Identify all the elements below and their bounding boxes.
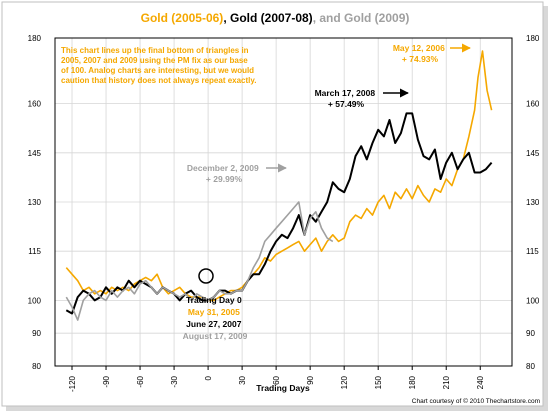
y-tick-labels-left: 80 90 100 115 130 145 160 180 — [28, 34, 42, 371]
y-tick-label-right: 115 — [526, 247, 539, 256]
annotation-gold2009: December 2, 2009 + 29.99% — [187, 163, 261, 184]
y-tick-label-left: 180 — [28, 34, 42, 43]
frame — [1, 1, 544, 407]
annotation-gold2007-date: March 17, 2008 — [315, 88, 376, 98]
annotation-gold2005-gain: + 74.93% — [402, 54, 439, 64]
series-line-3 — [65, 201, 334, 321]
y-tick-label-left: 130 — [28, 198, 42, 207]
x-tick-label: 60 — [272, 375, 281, 384]
x-tick-label: 240 — [476, 375, 485, 389]
title-part-3: , and Gold (2009) — [313, 11, 410, 25]
x-tick-label: -120 — [68, 375, 77, 392]
x-tick-label: -90 — [102, 375, 111, 387]
annotation-gold2009-gain: + 29.99% — [206, 174, 243, 184]
title-part-2: Gold (2007-08) — [230, 11, 313, 25]
series-line-2 — [65, 112, 493, 315]
y-tick-label-right: 130 — [526, 198, 540, 207]
y-tick-label-left: 90 — [32, 329, 41, 338]
x-tick-label: 150 — [374, 375, 383, 389]
plot-border — [54, 37, 513, 367]
y-tick-label-left: 100 — [28, 296, 42, 305]
trading-day-0-date-2007: June 27, 2007 — [186, 319, 242, 329]
y-tick-labels-right: 80 90 100 115 130 145 160 180 — [526, 34, 540, 371]
series-lines — [65, 50, 493, 321]
annotation-gold2005-date: May 12, 2006 — [393, 43, 445, 53]
x-tick-label: 90 — [306, 375, 315, 384]
trading-day-zero-circle — [198, 268, 214, 284]
annotation-gold2007: March 17, 2008 + 57.49% — [315, 88, 378, 109]
note-line-2: 2005, 2007 and 2009 using the PM fix as … — [61, 56, 248, 65]
y-tick-label-right: 180 — [526, 34, 540, 43]
trading-day-0-date-2009: August 17, 2009 — [183, 331, 248, 341]
note-line-3: of 100. Analog charts are interesting, b… — [61, 66, 254, 75]
x-tick-label: -60 — [136, 375, 145, 387]
chart-note: This chart lines up the final bottom of … — [61, 46, 256, 85]
y-tick-label-left: 145 — [28, 149, 42, 158]
y-tick-label-right: 145 — [526, 149, 540, 158]
chart-title: Gold (2005-06), Gold (2007-08), and Gold… — [141, 11, 410, 25]
x-tick-label: 0 — [204, 375, 213, 380]
x-tick-label: 180 — [408, 375, 417, 389]
trading-day-0-date-2005: May 31, 2005 — [188, 307, 240, 317]
title-part-0: Gold (2005-06) — [141, 11, 224, 25]
y-tick-label-right: 80 — [526, 362, 535, 371]
x-tick-label: 210 — [442, 375, 451, 389]
note-line-1: This chart lines up the final bottom of … — [61, 46, 249, 55]
trading-day-0-label: Trading Day 0 — [186, 295, 242, 305]
y-tick-label-right: 90 — [526, 329, 535, 338]
y-tick-label-left: 80 — [32, 362, 41, 371]
title-part-1: , — [223, 11, 230, 25]
x-tick-label: -30 — [170, 375, 179, 387]
annotation-gold2007-gain: + 57.49% — [328, 99, 365, 109]
annotation-gold2009-date: December 2, 2009 — [187, 163, 259, 173]
x-tick-label: 30 — [238, 375, 247, 384]
y-tick-label-left: 115 — [28, 247, 41, 256]
x-axis-label: Trading Days — [256, 383, 310, 393]
x-tick-labels: -120 -90 -60 -30 0 30 60 90 120 150 180 210 240 — [68, 375, 485, 392]
y-tick-label-left: 160 — [28, 100, 42, 109]
y-tick-label-right: 160 — [526, 100, 540, 109]
annotation-trading-day-0: Trading Day 0 May 31, 2005 June 27, 2007… — [183, 295, 248, 341]
footer-credit: Chart courtesy of © 2010 Thechartstore.c… — [412, 397, 540, 405]
y-tick-label-right: 100 — [526, 296, 540, 305]
annotation-gold2005: May 12, 2006 + 74.93% — [393, 43, 447, 64]
note-line-4: caution that history does not always rep… — [61, 76, 256, 85]
x-tick-label: 120 — [340, 375, 349, 389]
